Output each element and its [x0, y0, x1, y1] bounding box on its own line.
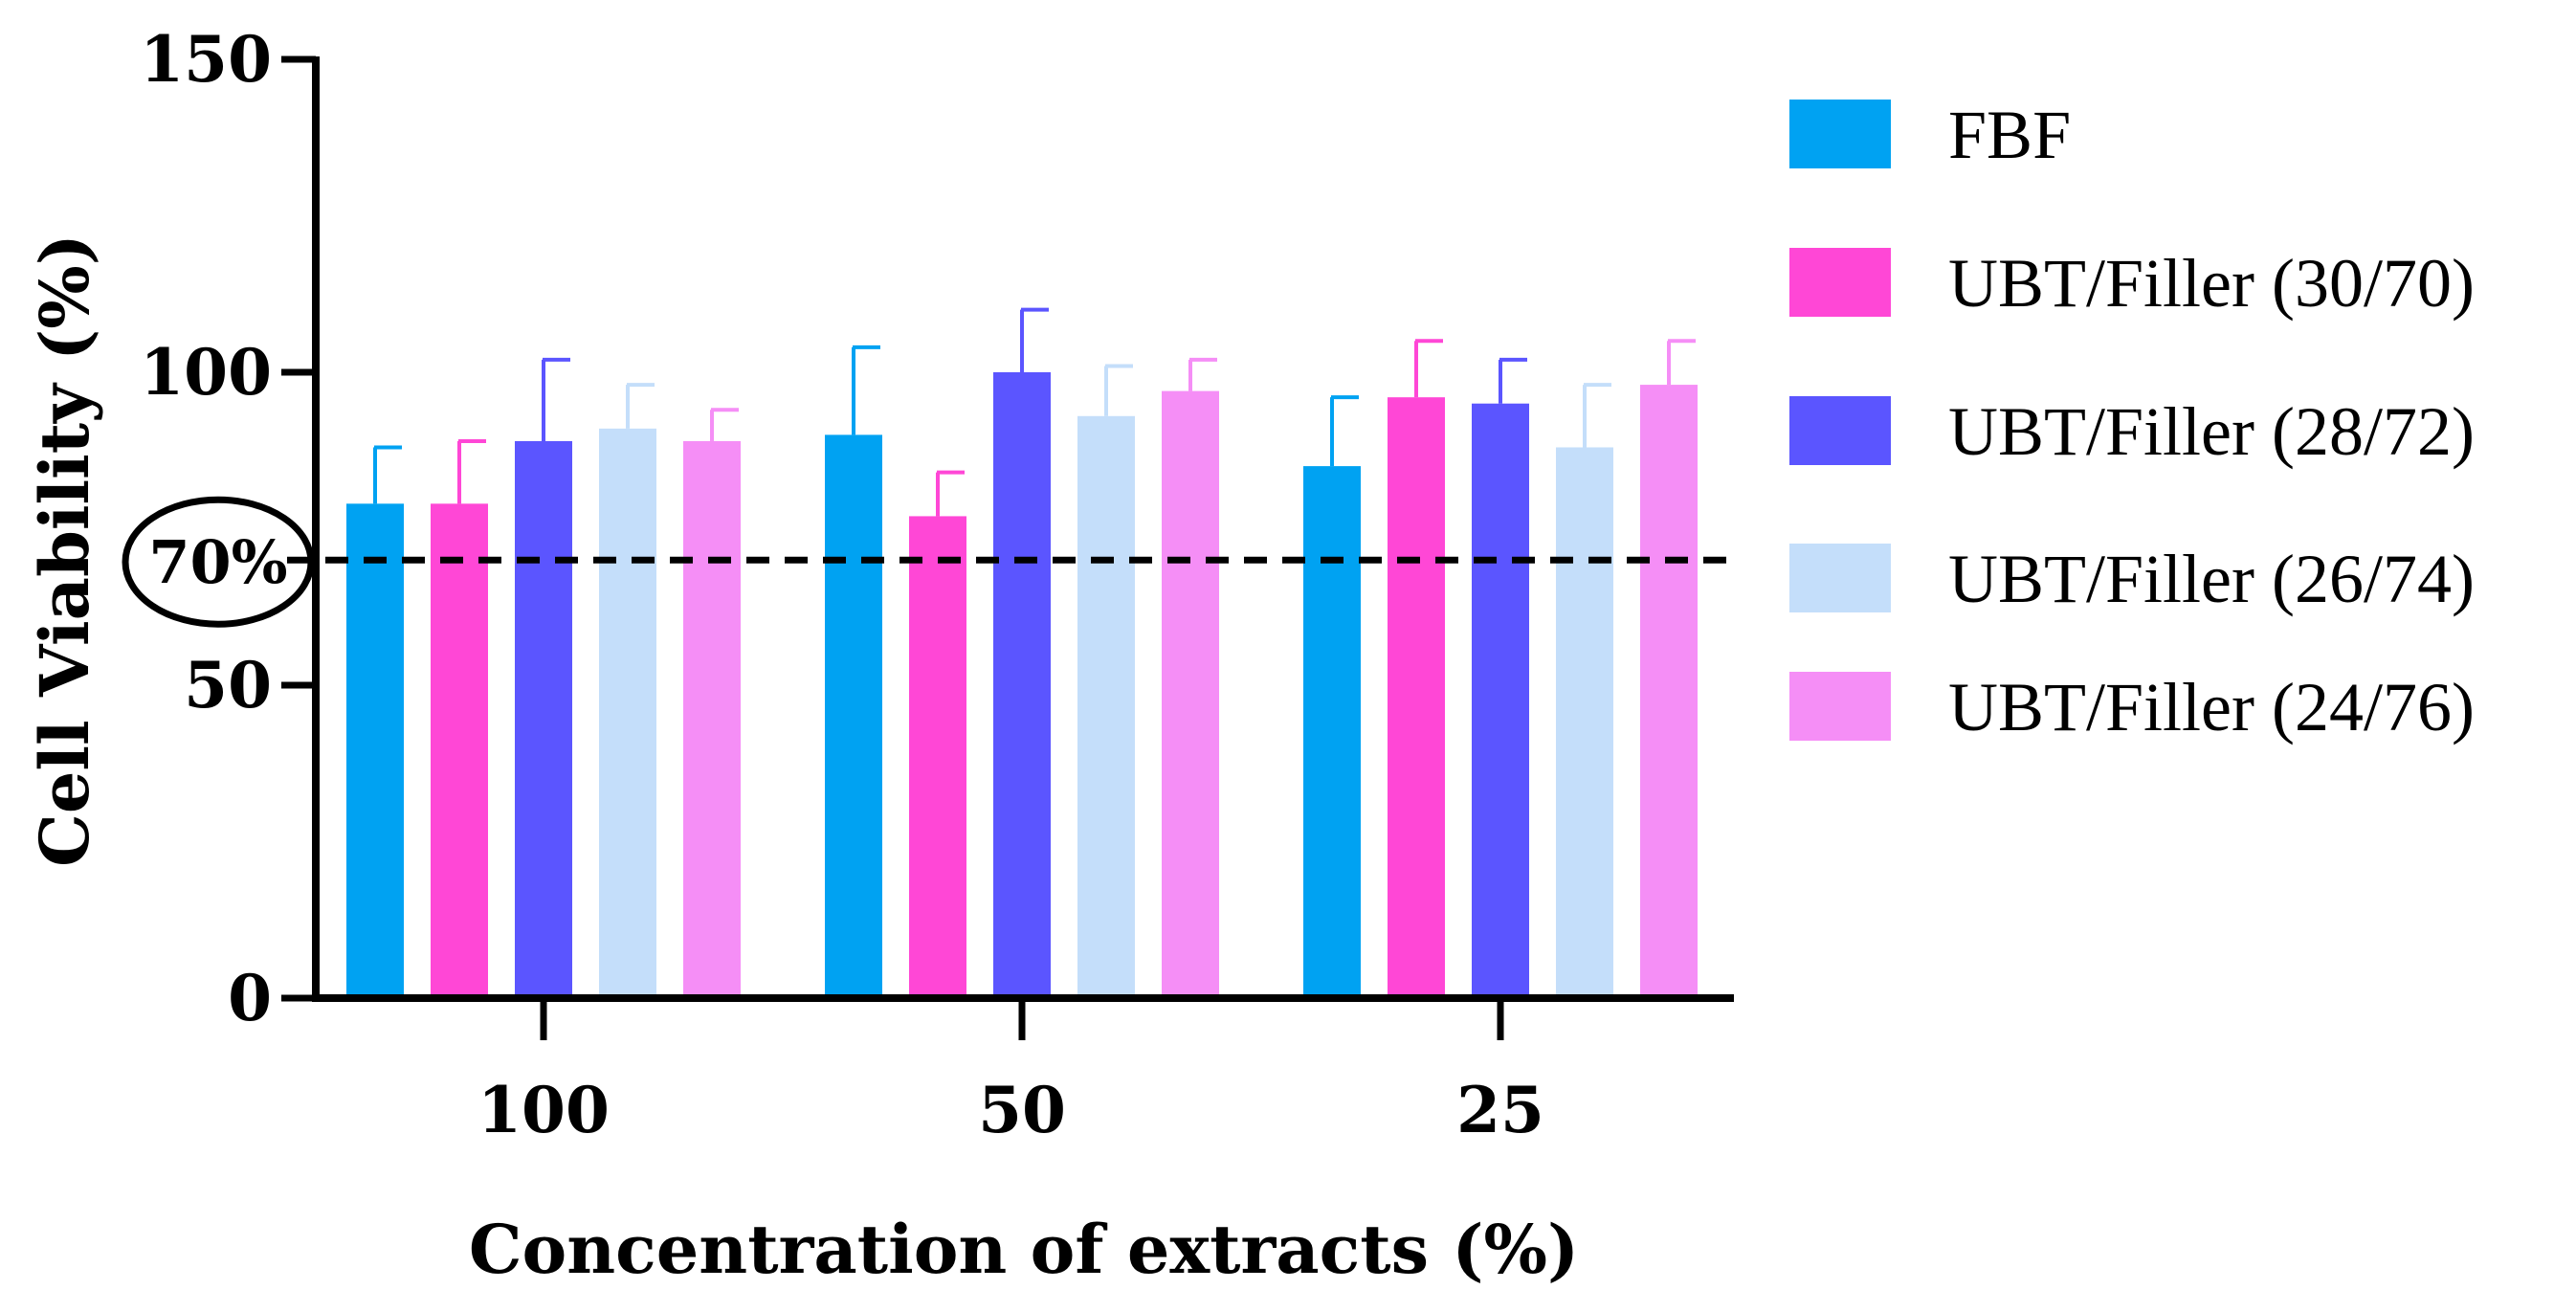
x-axis-title: Concentration of extracts (%) — [469, 1210, 1579, 1289]
plot-area: 0 50 100 150 100 50 25 70% — [122, 22, 1734, 1147]
bar — [1162, 390, 1219, 998]
legend-label: UBT/Filler (30/70) — [1948, 245, 2475, 322]
threshold-label: 70% — [148, 527, 287, 597]
bar — [599, 428, 656, 998]
legend-label: UBT/Filler (24/76) — [1948, 669, 2475, 745]
legend-swatch — [1789, 100, 1891, 168]
legend: FBF UBT/Filler (30/70) UBT/Filler (28/72) U… — [1789, 97, 2475, 745]
threshold-circle — [122, 496, 315, 628]
legend-swatch — [1789, 672, 1891, 741]
bar — [1640, 385, 1698, 999]
bar — [1077, 415, 1135, 998]
x-tick-label: 25 — [1456, 1073, 1544, 1147]
legend-swatch — [1789, 248, 1891, 317]
bar — [1472, 403, 1529, 998]
y-axis-title: Cell Viability (%) — [25, 233, 104, 867]
bar — [1303, 466, 1361, 999]
legend-swatch — [1789, 544, 1891, 612]
y-tick-label: 100 — [140, 335, 272, 410]
bar — [515, 440, 572, 998]
x-tick-label: 100 — [477, 1073, 610, 1147]
bar — [909, 516, 966, 998]
legend-label: UBT/Filler (26/74) — [1948, 541, 2475, 617]
bar — [825, 434, 882, 998]
y-tick-label: 0 — [228, 961, 272, 1035]
x-tick-label: 50 — [978, 1073, 1066, 1147]
bar — [431, 503, 488, 998]
bar — [993, 372, 1051, 998]
legend-label: UBT/Filler (28/72) — [1948, 393, 2475, 470]
y-tick-label: 150 — [140, 22, 272, 97]
bar — [1388, 397, 1445, 998]
legend-label: FBF — [1948, 97, 2071, 173]
bar — [346, 503, 404, 998]
bar — [683, 440, 741, 998]
bar — [1556, 447, 1613, 999]
legend-swatch — [1789, 396, 1891, 465]
y-tick-label: 50 — [184, 648, 272, 723]
